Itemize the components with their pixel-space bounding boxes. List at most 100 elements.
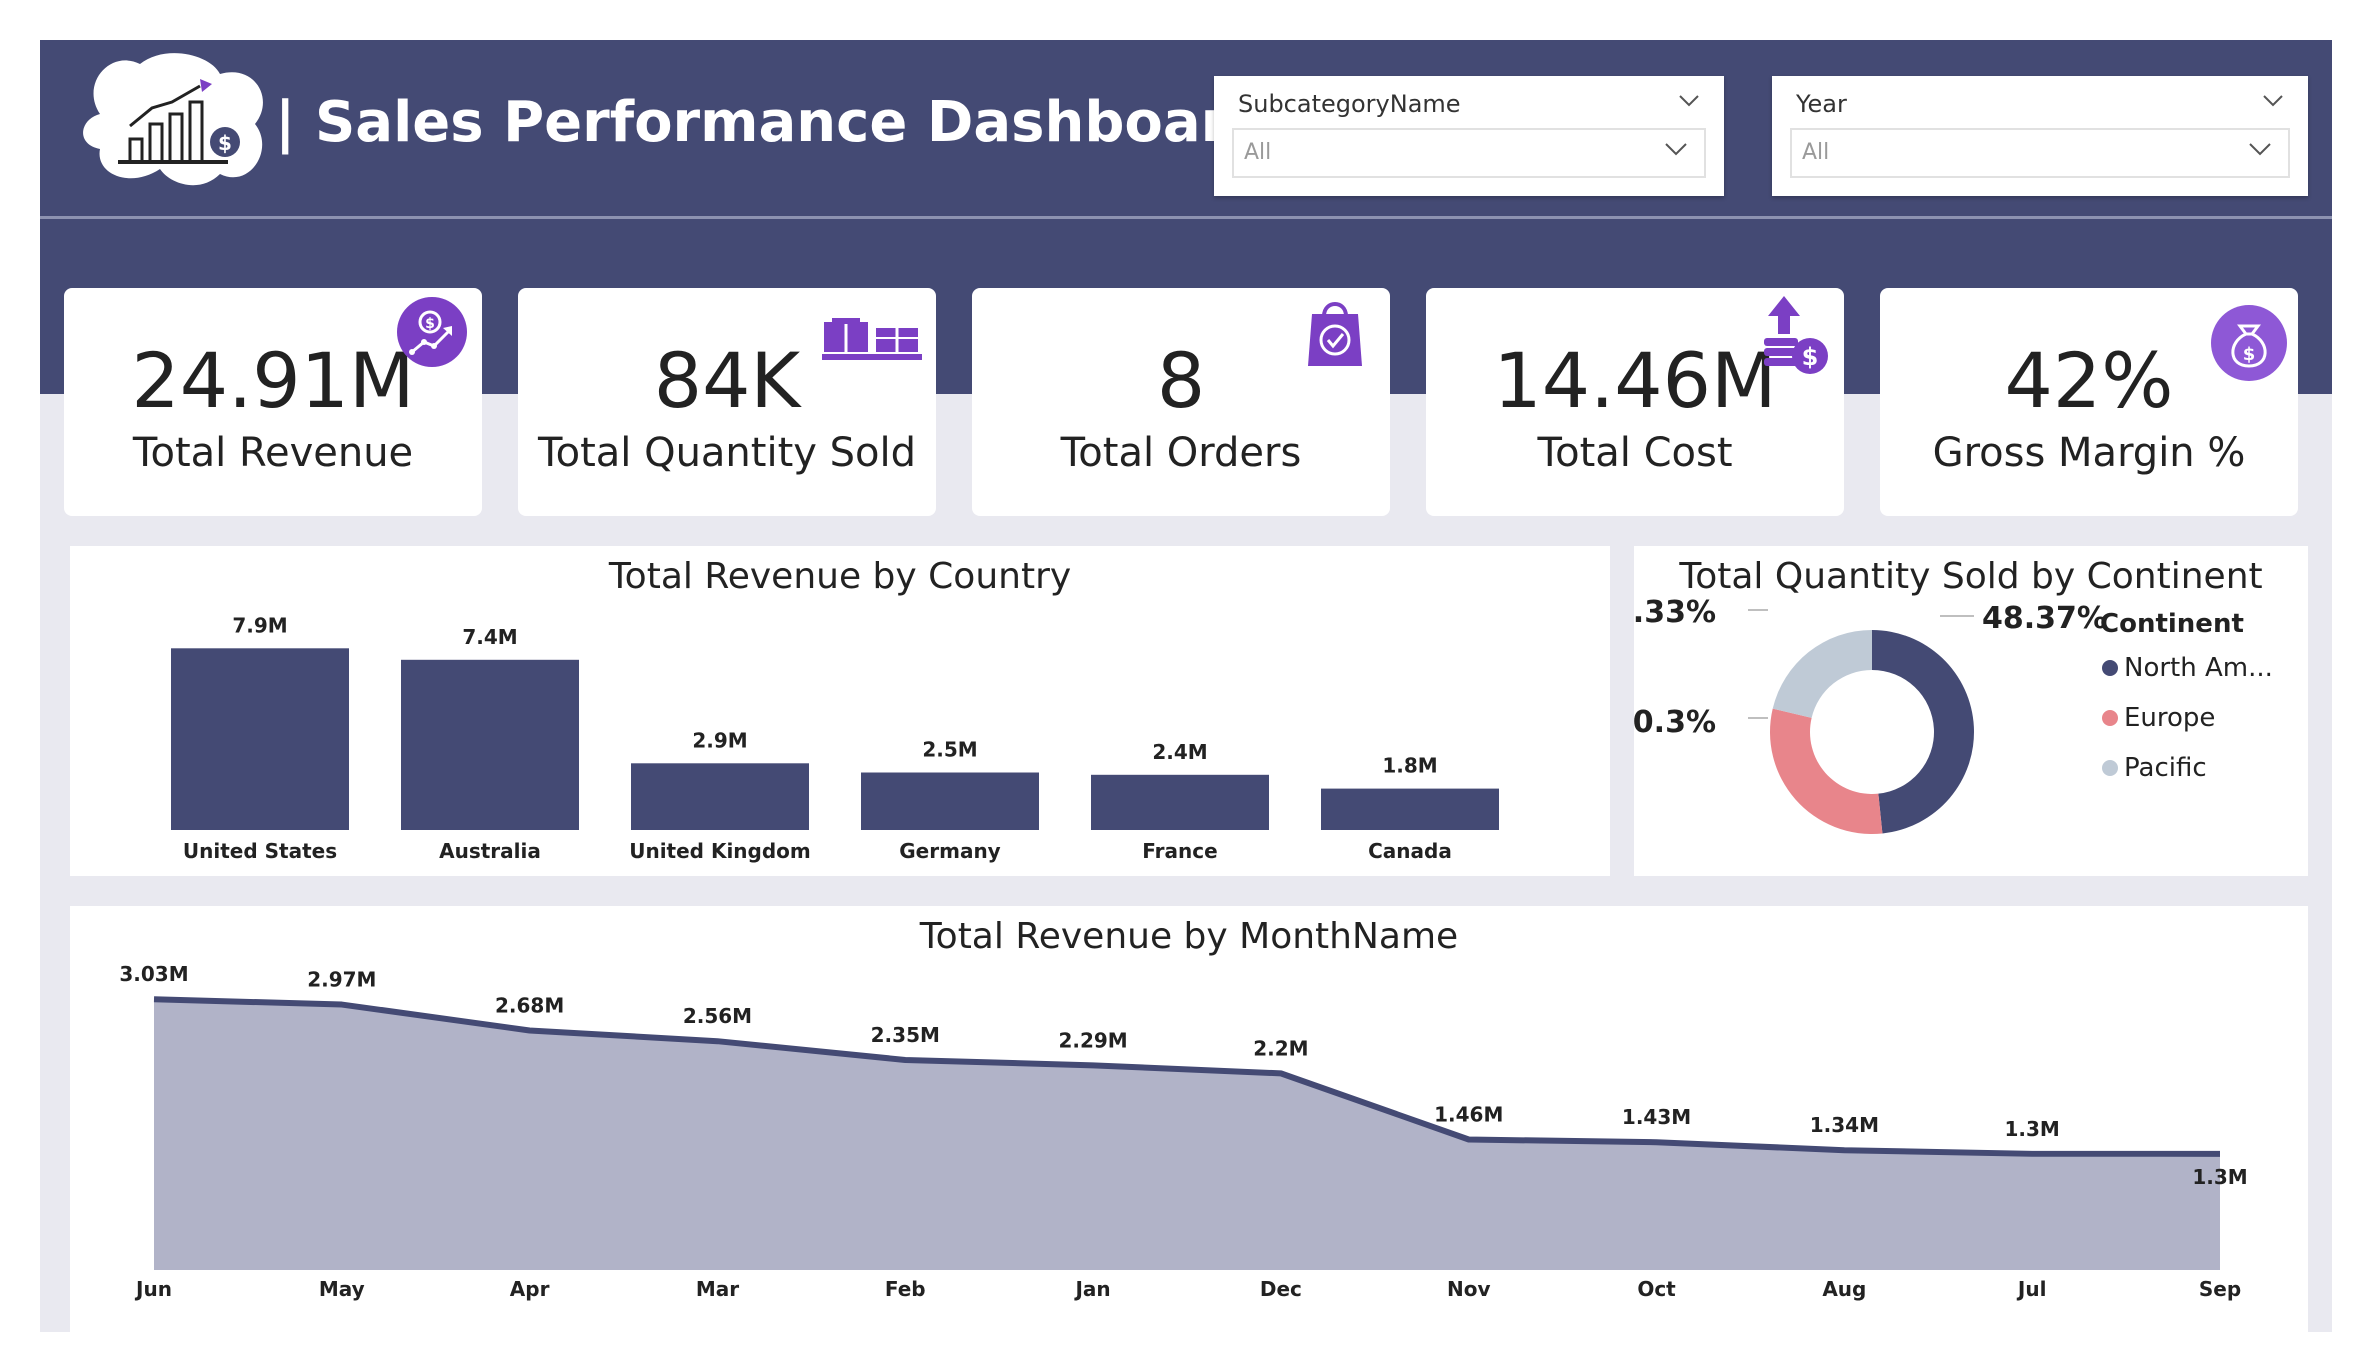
kpi-value: 42%: [2004, 336, 2174, 425]
area-fill: [154, 999, 2220, 1270]
point-data-label: 2.2M: [1253, 1036, 1308, 1060]
kpi-card-total-orders[interactable]: 8 Total Orders: [972, 288, 1390, 516]
bar-chart: 7.9M United States 7.4M Australia 2.9M United…: [171, 613, 1499, 863]
kpi-card-total-cost[interactable]: 14.46M Total Cost $: [1426, 288, 1844, 516]
bar-data-label: 2.4M: [1152, 740, 1207, 764]
svg-text:$: $: [218, 131, 232, 155]
bar-data-label: 2.5M: [922, 738, 977, 762]
point-data-label: 1.43M: [1622, 1105, 1691, 1129]
cost-coins-icon: $: [1764, 296, 1828, 374]
boxes-icon: [822, 318, 922, 360]
chart-title: Total Revenue by Country: [608, 556, 1072, 597]
bar-data-label: 2.9M: [692, 728, 747, 752]
kpi-label: Gross Margin %: [1932, 430, 2246, 476]
dropdown-value: All: [1802, 140, 1830, 165]
page-title: | Sales Performance Dashboard: [275, 90, 1269, 155]
revenue-by-country-panel: Total Revenue by Country 7.9M United Stat…: [70, 546, 1610, 876]
slice-data-label: 21.33%: [1634, 595, 1716, 630]
kpi-card-total-revenue[interactable]: 24.91M Total Revenue $: [64, 288, 482, 516]
donut-slice: [1770, 708, 1883, 834]
bar-data-label: 7.4M: [462, 625, 517, 649]
kpi-label: Total Quantity Sold: [537, 430, 917, 476]
area-line: [153, 996, 2220, 1157]
point-data-label: 2.56M: [683, 1004, 752, 1028]
kpi-value: 14.46M: [1493, 336, 1777, 425]
svg-text:$: $: [425, 316, 435, 332]
chevron-down-icon[interactable]: [1678, 94, 1700, 108]
slice-data-label: 30.3%: [1634, 705, 1716, 740]
kpi-value: 84K: [653, 336, 801, 425]
x-axis-label: United Kingdom: [629, 839, 811, 863]
legend-marker: [2102, 660, 2118, 676]
bar: [631, 763, 809, 830]
area-chart: 3.03M Jun 2.97M May 2.68M Apr 2.56M Mar 2.35M Feb…: [119, 962, 2247, 1301]
x-axis-label: Canada: [1368, 839, 1452, 863]
bar: [171, 648, 349, 830]
point-data-label: 3.03M: [119, 962, 188, 986]
donut-slice: [1772, 630, 1872, 718]
point-data-label: 1.3M: [2192, 1165, 2247, 1189]
bar: [1091, 774, 1269, 830]
point-data-label: 2.35M: [871, 1023, 940, 1047]
x-axis-label: Jan: [1073, 1277, 1110, 1301]
header-bar: $ | Sales Performance Dashboard Subcateg…: [40, 40, 2332, 219]
point-data-label: 2.29M: [1058, 1028, 1127, 1052]
chevron-down-icon[interactable]: [2248, 142, 2272, 156]
chart-title: Total Revenue by MonthName: [919, 916, 1459, 957]
donut-slice: [1872, 630, 1974, 834]
year-slicer[interactable]: Year All: [1772, 76, 2308, 196]
donut-chart: 48.37% 30.3% 21.33% Continent North Am... Eur…: [1634, 595, 2273, 834]
dropdown-value: All: [1244, 140, 1272, 165]
shopping-bag-check-icon: [1308, 302, 1362, 366]
kpi-card-total-quantity[interactable]: 84K Total Quantity Sold: [518, 288, 936, 516]
chevron-down-icon[interactable]: [2262, 94, 2284, 108]
dashboard: $ | Sales Performance Dashboard Subcateg…: [40, 40, 2332, 1332]
point-data-label: 1.46M: [1434, 1103, 1503, 1127]
kpi-card-gross-margin[interactable]: 42% Gross Margin % $: [1880, 288, 2298, 516]
year-dropdown[interactable]: All: [1790, 128, 2290, 178]
legend-title: Continent: [2100, 609, 2244, 639]
x-axis-label: Sep: [2199, 1277, 2241, 1301]
x-axis-label: Nov: [1447, 1277, 1491, 1301]
kpi-label: Total Orders: [1060, 430, 1302, 476]
point-data-label: 1.3M: [2005, 1117, 2060, 1141]
x-axis-label: Mar: [696, 1277, 739, 1301]
chart-title: Total Quantity Sold by Continent: [1679, 556, 2263, 597]
x-axis-label: Oct: [1637, 1277, 1676, 1301]
svg-text:$: $: [1802, 343, 1819, 371]
legend-marker: [2102, 710, 2118, 726]
revenue-by-month-panel: Total Revenue by MonthName 3.03M Jun 2.97M…: [70, 906, 2308, 1332]
revenue-growth-icon: $: [397, 297, 467, 367]
slicer-label: SubcategoryName: [1238, 90, 1461, 118]
bar-data-label: 7.9M: [232, 613, 287, 637]
bar: [401, 659, 579, 830]
x-axis-label: Jul: [2016, 1277, 2047, 1301]
legend-item: North Am...: [2124, 653, 2273, 683]
bar-data-label: 1.8M: [1382, 754, 1437, 778]
subcategory-dropdown[interactable]: All: [1232, 128, 1706, 178]
x-axis-label: United States: [183, 839, 337, 863]
x-axis-label: Australia: [439, 839, 541, 863]
quantity-by-continent-panel: Total Quantity Sold by Continent 48.37% 3…: [1634, 546, 2308, 876]
money-bag-icon: $: [2211, 305, 2287, 381]
bar: [1321, 788, 1499, 830]
legend-marker: [2102, 760, 2118, 776]
slice-data-label: 48.37%: [1982, 601, 2107, 636]
sales-chart-logo-icon: $: [83, 53, 263, 186]
kpi-label: Total Cost: [1537, 430, 1733, 476]
chevron-down-icon[interactable]: [1664, 142, 1688, 156]
bar: [861, 772, 1039, 830]
kpi-label: Total Revenue: [132, 430, 414, 476]
x-axis-label: Feb: [885, 1277, 926, 1301]
x-axis-label: May: [319, 1277, 365, 1301]
svg-text:$: $: [2243, 344, 2256, 365]
kpi-value: 8: [1156, 336, 1206, 425]
point-data-label: 1.34M: [1810, 1113, 1879, 1137]
point-data-label: 2.68M: [495, 993, 564, 1017]
subcategory-slicer[interactable]: SubcategoryName All: [1214, 76, 1724, 196]
x-axis-label: Apr: [510, 1277, 550, 1301]
kpi-value: 24.91M: [131, 336, 415, 425]
x-axis-label: Jun: [134, 1277, 172, 1301]
x-axis-label: Germany: [899, 839, 1000, 863]
legend-item: Europe: [2124, 703, 2215, 733]
